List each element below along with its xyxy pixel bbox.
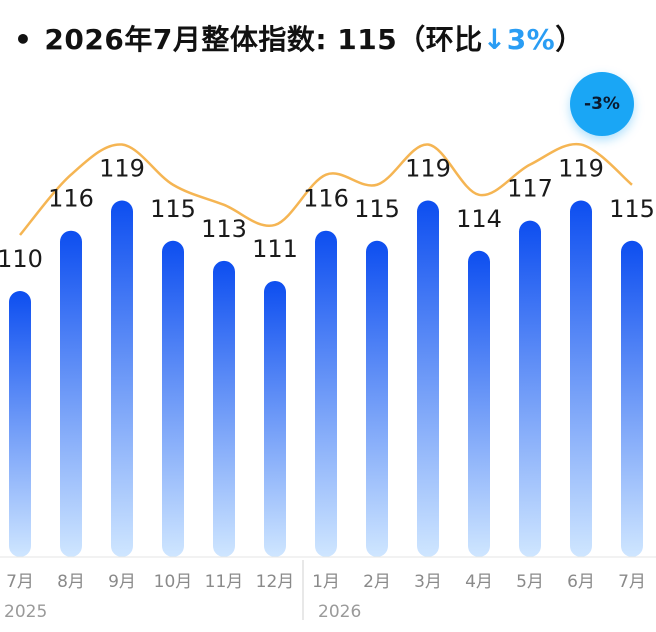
- trend-line: [19, 142, 633, 236]
- x-tick-label-2: 9月: [108, 572, 136, 592]
- title-main-text: 2026年7月整体指数: 115（环比: [44, 23, 483, 56]
- bar-2: [111, 200, 133, 558]
- value-label-12: 115: [609, 195, 655, 223]
- x-tick-label-12: 7月: [618, 572, 646, 592]
- x-tick-label-1: 8月: [57, 572, 85, 592]
- x-tick-label-10: 5月: [516, 572, 544, 592]
- bar-4: [213, 260, 235, 557]
- x-tick-label-0: 7月: [6, 572, 34, 592]
- value-label-1: 116: [48, 185, 94, 213]
- year-labels-group: 2025 2026: [4, 602, 361, 622]
- x-tick-label-5: 12月: [256, 572, 295, 592]
- change-badge: -3%: [570, 72, 634, 136]
- bar-8: [417, 200, 439, 558]
- value-label-8: 119: [405, 155, 451, 183]
- x-tick-label-7: 2月: [363, 572, 391, 592]
- bar-0: [9, 291, 31, 557]
- value-label-0: 110: [0, 245, 43, 273]
- bar-5: [264, 280, 286, 557]
- bar-10: [519, 220, 541, 557]
- x-tick-label-8: 3月: [414, 572, 442, 592]
- bar-11: [570, 200, 592, 558]
- x-tick-label-9: 4月: [465, 572, 493, 592]
- bar-1: [60, 230, 82, 557]
- year-label-1: 2026: [318, 602, 361, 622]
- value-label-9: 114: [456, 205, 502, 233]
- value-label-7: 115: [354, 195, 400, 223]
- x-tick-labels-group: 7月 8月 9月 10月 11月 12月 1月 2月 3月 4月 5月 6月 7月: [6, 572, 646, 592]
- title-close-paren: ）: [555, 23, 584, 56]
- value-label-2: 119: [99, 155, 145, 183]
- x-tick-label-4: 11月: [205, 572, 244, 592]
- value-label-6: 116: [303, 185, 349, 213]
- x-tick-label-6: 1月: [312, 572, 340, 592]
- title-bullet: •: [14, 23, 33, 56]
- value-label-10: 117: [507, 175, 553, 203]
- value-label-11: 119: [558, 155, 604, 183]
- x-tick-label-3: 10月: [154, 572, 193, 592]
- bar-12: [621, 240, 643, 557]
- bar-6: [315, 230, 337, 557]
- year-label-0: 2025: [4, 602, 47, 622]
- x-tick-label-11: 6月: [567, 572, 595, 592]
- title-change-value: 3%: [506, 23, 556, 56]
- bar-9: [468, 250, 490, 558]
- bars-group: [9, 200, 643, 558]
- chart-title: • 2026年7月整体指数: 115（环比↓3%）: [14, 18, 584, 58]
- value-label-3: 115: [150, 195, 196, 223]
- down-arrow-icon: ↓: [482, 23, 507, 56]
- value-label-5: 111: [252, 235, 298, 263]
- bar-7: [366, 240, 388, 557]
- bar-3: [162, 240, 184, 557]
- value-label-4: 113: [201, 215, 247, 243]
